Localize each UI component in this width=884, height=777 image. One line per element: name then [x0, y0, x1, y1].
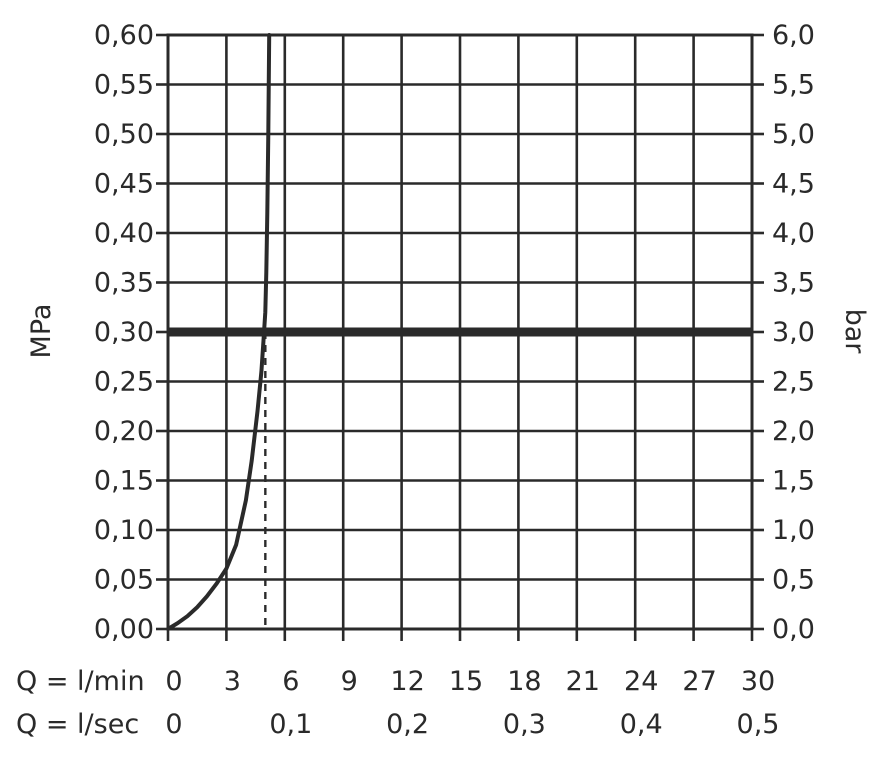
x-primary-tick-label: 21	[566, 666, 600, 697]
x-secondary-tick-label: 0	[165, 709, 182, 740]
right-tick-label: 5,5	[772, 70, 815, 101]
left-tick-label: 0,40	[94, 218, 154, 249]
x-primary-tick-label: 9	[341, 666, 358, 697]
left-tick-label: 0,45	[94, 169, 154, 200]
right-tick-label: 1,0	[772, 515, 815, 546]
right-tick-label: 6,0	[772, 20, 815, 51]
right-tick-label: 2,0	[772, 416, 815, 447]
left-tick-label: 0,60	[94, 20, 154, 51]
left-tick-label: 0,30	[94, 317, 154, 348]
grid	[156, 33, 764, 641]
x-secondary-tick-label: 0,1	[269, 709, 312, 740]
right-tick-label: 2,5	[772, 367, 815, 398]
x-primary-tick-label: 27	[682, 666, 716, 697]
tick-labels: 0,000,050,100,150,200,250,300,350,400,45…	[94, 20, 815, 740]
x-primary-tick-label: 12	[390, 666, 424, 697]
plot-marks	[166, 33, 752, 631]
right-tick-label: 0,5	[772, 565, 815, 596]
right-axis-title: bar	[839, 309, 870, 355]
x-primary-tick-label: 0	[165, 666, 182, 697]
x-axis-secondary-title: Q = l/sec	[16, 709, 139, 740]
x-primary-tick-label: 24	[624, 666, 658, 697]
right-tick-label: 5,0	[772, 119, 815, 150]
x-secondary-tick-label: 0,3	[503, 709, 546, 740]
x-secondary-tick-label: 0,5	[737, 709, 780, 740]
x-primary-tick-label: 3	[224, 666, 241, 697]
x-secondary-tick-label: 0,4	[620, 709, 663, 740]
left-tick-label: 0,15	[94, 466, 154, 497]
left-tick-label: 0,20	[94, 416, 154, 447]
left-tick-label: 0,35	[94, 268, 154, 299]
left-tick-label: 0,05	[94, 565, 154, 596]
right-tick-label: 3,0	[772, 317, 815, 348]
left-tick-label: 0,00	[94, 614, 154, 645]
x-primary-tick-label: 30	[741, 666, 775, 697]
x-secondary-tick-label: 0,2	[386, 709, 429, 740]
right-tick-label: 0,0	[772, 614, 815, 645]
x-axis-primary-title: Q = l/min	[16, 666, 145, 697]
right-tick-label: 1,5	[772, 466, 815, 497]
right-tick-label: 4,0	[772, 218, 815, 249]
flow-curve	[166, 33, 272, 631]
left-tick-label: 0,55	[94, 70, 154, 101]
left-axis-title: MPa	[26, 304, 57, 359]
right-tick-label: 4,5	[772, 169, 815, 200]
x-primary-tick-label: 18	[507, 666, 541, 697]
left-tick-label: 0,50	[94, 119, 154, 150]
x-primary-tick-label: 6	[282, 666, 299, 697]
x-primary-tick-label: 15	[449, 666, 483, 697]
left-tick-label: 0,10	[94, 515, 154, 546]
left-tick-label: 0,25	[94, 367, 154, 398]
right-tick-label: 3,5	[772, 268, 815, 299]
